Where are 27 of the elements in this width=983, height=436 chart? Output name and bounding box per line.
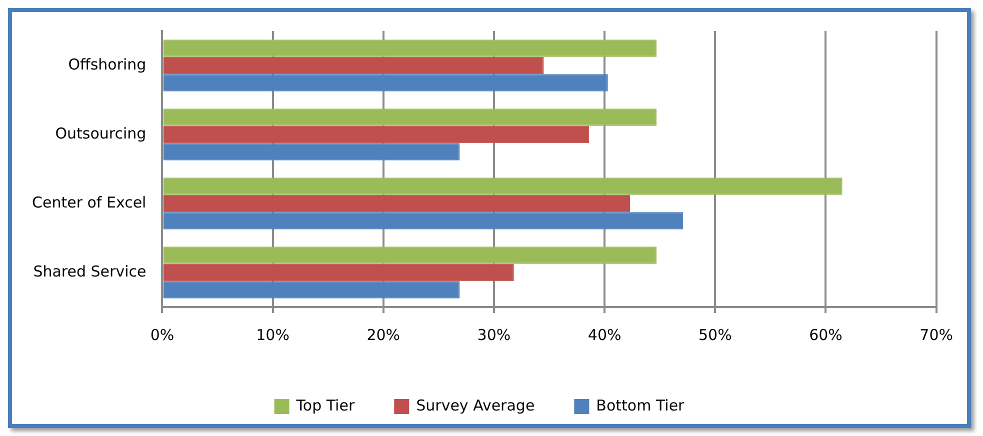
bar bbox=[163, 264, 514, 282]
y-tick-label: Outsourcing bbox=[55, 124, 146, 142]
bar bbox=[163, 178, 842, 195]
x-tick-label: 70% bbox=[920, 326, 953, 344]
bar bbox=[163, 40, 657, 57]
bar bbox=[163, 246, 657, 264]
bar bbox=[163, 126, 590, 144]
bar bbox=[163, 194, 630, 212]
legend-label: Top Tier bbox=[295, 396, 356, 414]
x-tick-label: 20% bbox=[366, 326, 400, 344]
x-tick-label: 50% bbox=[698, 326, 732, 344]
bar bbox=[163, 143, 460, 160]
bar bbox=[163, 74, 608, 92]
y-tick-label: Shared Service bbox=[33, 262, 146, 280]
y-tick-label: Offshoring bbox=[68, 55, 146, 74]
x-tick-label: 0% bbox=[150, 326, 174, 344]
bar bbox=[163, 108, 657, 126]
x-tick-label: 40% bbox=[588, 326, 622, 344]
bar bbox=[163, 56, 544, 74]
legend-label: Bottom Tier bbox=[596, 396, 686, 414]
legend-label: Survey Average bbox=[416, 396, 535, 414]
x-tick-label: 30% bbox=[477, 326, 511, 344]
bar bbox=[163, 281, 460, 298]
x-tick-label: 10% bbox=[256, 326, 290, 344]
x-tick-label: 60% bbox=[809, 326, 842, 344]
y-tick-label: Center of Excel bbox=[32, 193, 146, 212]
bar bbox=[163, 212, 684, 230]
